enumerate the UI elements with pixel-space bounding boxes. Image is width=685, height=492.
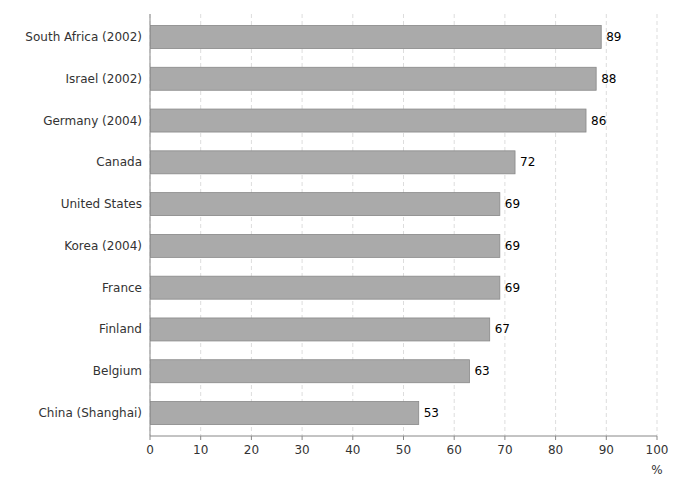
data-label: 63 [474, 364, 489, 378]
category-label: South Africa (2002) [25, 30, 142, 44]
x-tick-label: 90 [599, 443, 614, 457]
chart-container: 0 10 20 30 40 50 60 70 80 90 100% China (Shanghai) B… [0, 0, 685, 492]
x-tick [200, 436, 201, 440]
bar [150, 234, 500, 257]
x-tick [606, 436, 607, 440]
category-label: France [102, 281, 142, 295]
x-tick-label: 30 [294, 443, 309, 457]
data-label: 69 [505, 281, 520, 295]
category-label: Germany (2004) [43, 114, 142, 128]
bar [150, 193, 500, 216]
x-tick-label: 80 [548, 443, 563, 457]
x-tick [302, 436, 303, 440]
category-label: Finland [99, 322, 142, 336]
x-tick [403, 436, 404, 440]
category-label: Korea (2004) [64, 239, 142, 253]
bar [150, 109, 586, 132]
bar [150, 402, 419, 425]
grid [150, 14, 657, 436]
data-labels: 53 63 67 69 69 69 72 86 88 89 [424, 30, 622, 420]
x-tick-label: 10 [193, 443, 208, 457]
data-label: 69 [505, 197, 520, 211]
axes: 0 10 20 30 40 50 60 70 80 90 100 [146, 14, 668, 457]
category-label: United States [61, 197, 142, 211]
x-tick-label: 60 [447, 443, 462, 457]
x-tick [555, 436, 556, 440]
category-label: Israel (2002) [65, 72, 142, 86]
bars [150, 25, 601, 424]
x-axis-label: % [651, 463, 662, 477]
x-tick [454, 436, 455, 440]
category-label: Belgium [93, 364, 142, 378]
x-tick [150, 436, 151, 440]
data-label: 67 [495, 322, 510, 336]
bar [150, 276, 500, 299]
bar [150, 67, 596, 90]
chart-svg: 0 10 20 30 40 50 60 70 80 90 100% China (Shanghai) B… [0, 0, 685, 492]
x-tick [504, 436, 505, 440]
data-label: 88 [601, 72, 616, 86]
x-tick [251, 436, 252, 440]
data-label: 69 [505, 239, 520, 253]
data-label: 72 [520, 155, 535, 169]
x-tick-label: 0 [146, 443, 154, 457]
bar [150, 151, 515, 174]
x-tick-label: 100 [646, 443, 669, 457]
grid-line [657, 14, 658, 436]
bar [150, 360, 469, 383]
grid-line [150, 14, 151, 436]
bar [150, 318, 490, 341]
x-tick [352, 436, 353, 440]
x-tick-label: 40 [345, 443, 360, 457]
category-label: China (Shanghai) [38, 406, 142, 420]
y-axis-line [150, 14, 151, 436]
data-label: 86 [591, 114, 606, 128]
x-tick-label: 70 [497, 443, 512, 457]
category-label: Canada [96, 155, 142, 169]
x-tick-label: 20 [244, 443, 259, 457]
data-label: 53 [424, 406, 439, 420]
bar [150, 25, 601, 48]
x-tick-label: 50 [396, 443, 411, 457]
y-tick-labels: China (Shanghai) Belgium Finland France Kore… [25, 30, 142, 420]
data-label: 89 [606, 30, 621, 44]
x-tick [657, 436, 658, 440]
